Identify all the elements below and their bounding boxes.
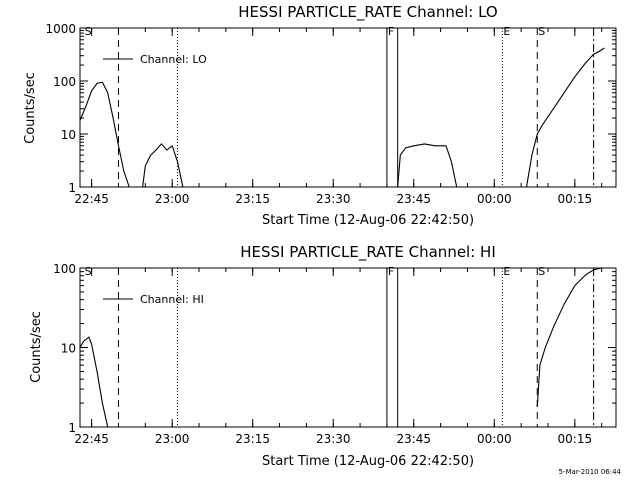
legend-label-lo: Channel: LO xyxy=(140,53,207,66)
event-marker-label: F xyxy=(388,265,394,278)
x-tick-label: 23:45 xyxy=(396,432,431,446)
chart-title-lo: HESSI PARTICLE_RATE Channel: LO xyxy=(238,3,497,22)
event-marker-label: F xyxy=(388,25,394,38)
y-tick-label: 1 xyxy=(68,421,76,435)
x-tick-label: 23:30 xyxy=(316,432,351,446)
y-tick-label: 10 xyxy=(61,128,76,142)
y-axis-label-lo: Counts/sec xyxy=(23,72,38,144)
x-tick-label: 00:00 xyxy=(477,432,512,446)
x-tick-label: 00:15 xyxy=(558,192,593,206)
series-line-hi xyxy=(79,336,109,428)
chart-panel-lo: HESSI PARTICLE_RATE Channel: LO Start Ti… xyxy=(23,3,617,228)
timestamp: 5-Mar-2010 06:44 xyxy=(559,468,622,476)
event-marker-label: E xyxy=(503,265,510,278)
x-axis-label-hi: Start Time (12-Aug-06 22:42:50) xyxy=(262,454,474,469)
x-tick-label: 23:15 xyxy=(235,192,270,206)
x-tick-label: 23:15 xyxy=(235,432,270,446)
series-line-hi xyxy=(536,267,602,407)
x-axis-label-lo: Start Time (12-Aug-06 22:42:50) xyxy=(262,213,474,228)
series-line-lo xyxy=(142,143,184,188)
event-marker-label: S xyxy=(538,265,545,278)
event-marker-label: S xyxy=(85,25,92,38)
series-line-lo xyxy=(79,81,130,188)
x-tick-label: 22:45 xyxy=(74,432,109,446)
x-tick-label: 23:00 xyxy=(155,432,190,446)
x-tick-label: 23:00 xyxy=(155,192,190,206)
x-tick-label: 23:30 xyxy=(316,192,351,206)
plot-frame-hi xyxy=(79,267,617,428)
x-tick-label: 22:45 xyxy=(74,192,109,206)
y-tick-label: 10 xyxy=(61,342,76,356)
event-marker-label: E xyxy=(503,25,510,38)
x-tick-label: 00:15 xyxy=(558,432,593,446)
event-marker-label: S xyxy=(538,25,545,38)
plot-frame-lo xyxy=(79,27,617,188)
chart-title-hi: HESSI PARTICLE_RATE Channel: HI xyxy=(240,243,496,262)
x-tick-label: 00:00 xyxy=(477,192,512,206)
event-marker-label: S xyxy=(85,265,92,278)
legend-label-hi: Channel: HI xyxy=(140,293,204,306)
y-tick-label: 100 xyxy=(53,75,76,89)
chart-panel-hi: HESSI PARTICLE_RATE Channel: HI Start Ti… xyxy=(29,243,617,469)
series-line-lo xyxy=(525,47,605,188)
y-tick-label: 1 xyxy=(68,181,76,195)
y-tick-label: 100 xyxy=(53,262,76,276)
series-line-lo xyxy=(397,143,458,188)
y-axis-label-hi: Counts/sec xyxy=(29,311,44,383)
x-tick-label: 23:45 xyxy=(396,192,431,206)
y-tick-label: 1000 xyxy=(45,22,76,36)
